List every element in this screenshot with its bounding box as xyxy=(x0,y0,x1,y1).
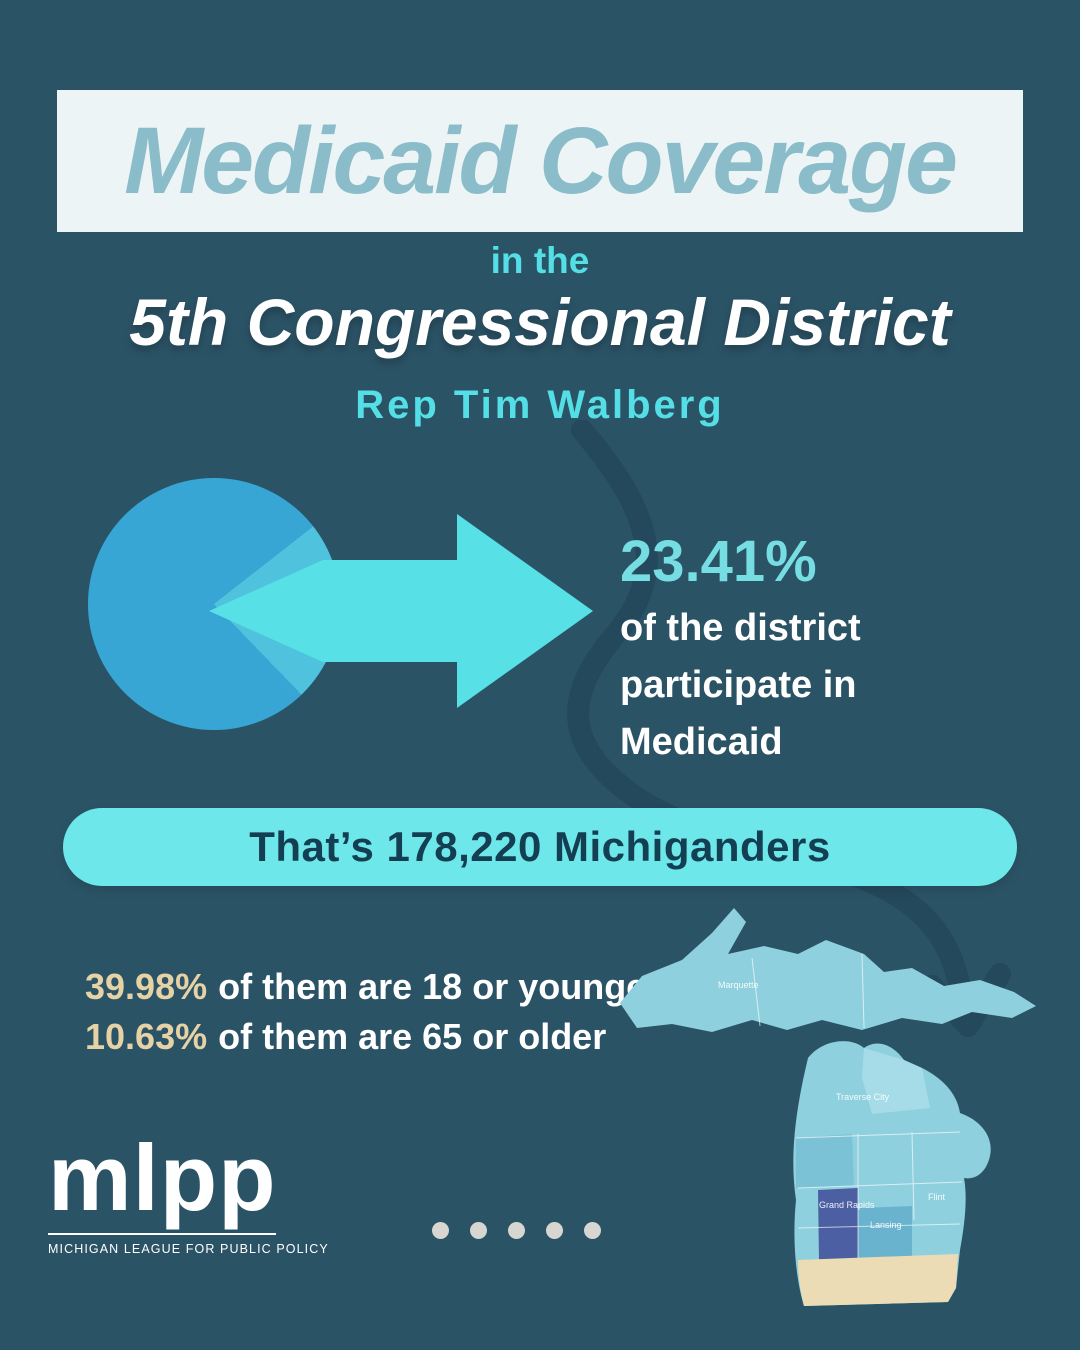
map-label-traverse-city: Traverse City xyxy=(836,1092,890,1102)
map-upper-peninsula xyxy=(620,908,1036,1032)
medicaid-percent-description: of the district participate in Medicaid xyxy=(620,607,861,763)
medicaid-percent-value: 23.41% xyxy=(620,529,817,594)
representative-name: Rep Tim Walberg xyxy=(355,383,725,427)
carousel-dot xyxy=(470,1222,487,1239)
map-label-grand-rapids: Grand Rapids xyxy=(819,1200,875,1210)
district-title: 5th Congressional District xyxy=(129,285,951,359)
mlpp-logo: mlpp MICHIGAN LEAGUE FOR PUBLIC POLICY xyxy=(48,1125,329,1256)
page-title: Medicaid Coverage xyxy=(124,107,958,214)
michigan-district-map: Marquette Traverse City Grand Rapids Lan… xyxy=(620,908,1036,1306)
map-label-lansing: Lansing xyxy=(870,1220,902,1230)
mlpp-wordmark: mlpp xyxy=(48,1125,277,1230)
callout-arrow-shape xyxy=(209,514,593,708)
total-michiganders-text: That’s 178,220 Michiganders xyxy=(249,823,831,870)
map-district-grand-rapids xyxy=(818,1188,858,1260)
age-stat-younger-percent: 39.98% xyxy=(85,966,208,1007)
carousel-dot xyxy=(546,1222,563,1239)
map-district-patch-west xyxy=(796,1134,854,1188)
age-stat-older-percent: 10.63% xyxy=(85,1016,208,1057)
map-district-patch-lansing xyxy=(858,1206,912,1258)
map-district-patch-ne xyxy=(862,1048,930,1114)
carousel-dot xyxy=(432,1222,449,1239)
age-stat-older-text: of them are 65 or older xyxy=(218,1016,607,1057)
carousel-dot xyxy=(508,1222,525,1239)
mlpp-tagline: MICHIGAN LEAGUE FOR PUBLIC POLICY xyxy=(48,1241,329,1256)
age-stat-younger-text: of them are 18 or younger xyxy=(218,966,661,1007)
callout-arrow-icon xyxy=(209,514,593,708)
map-label-flint: Flint xyxy=(928,1192,946,1202)
logo-divider xyxy=(48,1232,276,1235)
age-breakdown: 39.98% of them are 18 or younger 10.63% of… xyxy=(85,962,660,1062)
carousel-dots xyxy=(432,1222,601,1239)
age-stat-older: 10.63% of them are 65 or older xyxy=(85,1012,660,1062)
age-stat-younger: 39.98% of them are 18 or younger xyxy=(85,962,660,1012)
total-michiganders-banner: That’s 178,220 Michiganders xyxy=(63,808,1017,886)
map-district-borders xyxy=(751,953,963,1258)
map-district-5-highlight xyxy=(798,1254,958,1306)
subtitle-connector: in the xyxy=(490,240,590,281)
title-banner: Medicaid Coverage xyxy=(57,90,1023,232)
carousel-dot xyxy=(584,1222,601,1239)
flow-arrow-curve xyxy=(567,420,977,1031)
map-label-marquette: Marquette xyxy=(718,980,759,990)
